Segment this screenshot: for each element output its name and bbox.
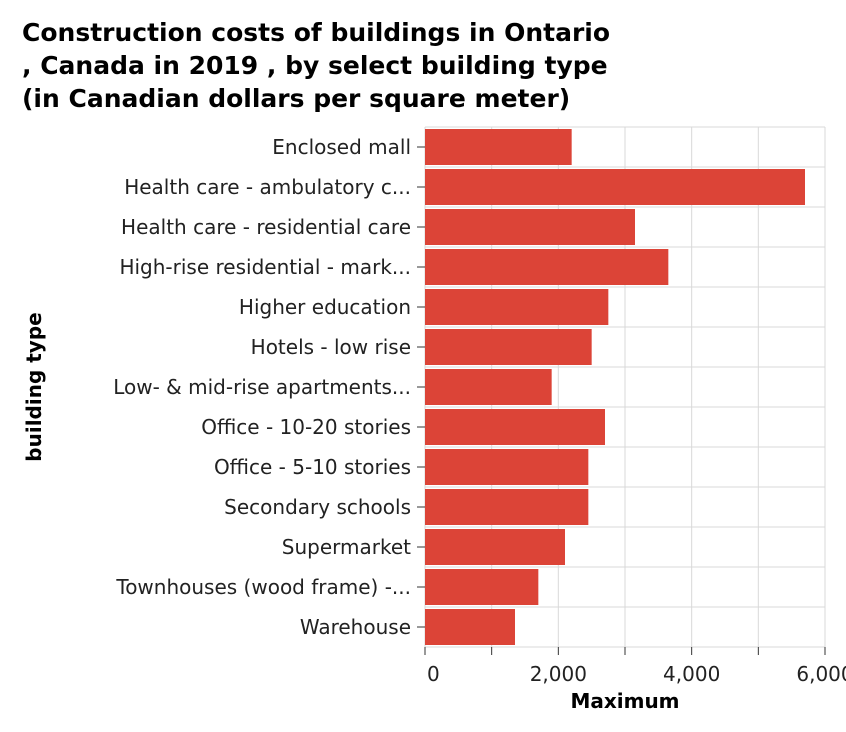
- bar: [425, 569, 539, 605]
- bar: [425, 329, 592, 365]
- x-tick-label: 2,000: [530, 662, 587, 686]
- bar: [425, 449, 589, 485]
- bar: [425, 169, 805, 205]
- chart-title: Construction costs of buildings in Ontar…: [22, 18, 611, 113]
- x-axis-ticks: 0 2,000 4,000 6,000: [424, 647, 846, 686]
- category-label: Health care - residential care: [121, 215, 411, 239]
- category-labels: Enclosed mall Health care - ambulatory c.…: [113, 135, 425, 639]
- bars: [425, 129, 805, 645]
- category-label: Office - 5-10 stories: [214, 455, 411, 479]
- bar: [425, 489, 589, 525]
- category-label: Higher education: [239, 295, 411, 319]
- bar: [425, 529, 565, 565]
- x-tick-label: 6,000: [796, 662, 846, 686]
- category-label: Office - 10-20 stories: [201, 415, 411, 439]
- category-label: Low- & mid-rise apartments...: [113, 375, 411, 399]
- x-tick-label: 0: [427, 662, 440, 686]
- bar: [425, 209, 635, 245]
- category-label: Warehouse: [300, 615, 411, 639]
- bar: [425, 249, 669, 285]
- bar: [425, 289, 609, 325]
- x-axis-label: Maximum: [570, 689, 679, 713]
- bar: [425, 609, 515, 645]
- x-tick-label: 4,000: [663, 662, 720, 686]
- category-label: Enclosed mall: [272, 135, 411, 159]
- bar: [425, 409, 605, 445]
- category-label: Townhouses (wood frame) -...: [115, 575, 411, 599]
- category-label: Supermarket: [282, 535, 411, 559]
- category-label: Secondary schools: [224, 495, 411, 519]
- category-label: Hotels - low rise: [251, 335, 411, 359]
- y-axis-label: building type: [22, 312, 46, 461]
- bar: [425, 129, 572, 165]
- category-label: Health care - ambulatory c...: [124, 175, 411, 199]
- bar: [425, 369, 552, 405]
- category-label: High-rise residential - mark...: [119, 255, 411, 279]
